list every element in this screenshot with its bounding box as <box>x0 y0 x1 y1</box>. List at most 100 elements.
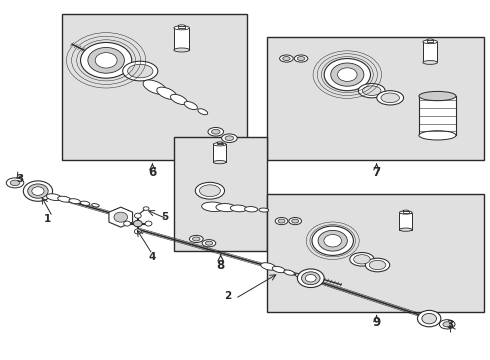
Bar <box>267 194 484 312</box>
Ellipse shape <box>80 42 132 78</box>
Bar <box>174 28 190 50</box>
Text: 4: 4 <box>149 252 156 262</box>
Ellipse shape <box>133 220 142 227</box>
Ellipse shape <box>284 270 294 275</box>
Ellipse shape <box>92 204 99 207</box>
Ellipse shape <box>28 184 48 198</box>
Ellipse shape <box>221 134 237 143</box>
Ellipse shape <box>199 185 220 197</box>
Ellipse shape <box>190 235 203 243</box>
Ellipse shape <box>312 226 353 255</box>
Ellipse shape <box>24 181 52 201</box>
Ellipse shape <box>178 25 185 27</box>
Ellipse shape <box>198 109 208 115</box>
Ellipse shape <box>245 207 258 212</box>
Ellipse shape <box>193 237 200 241</box>
Ellipse shape <box>399 211 412 214</box>
Ellipse shape <box>32 187 44 195</box>
Ellipse shape <box>381 93 399 103</box>
Ellipse shape <box>294 55 308 62</box>
Ellipse shape <box>47 194 62 201</box>
Ellipse shape <box>88 48 124 73</box>
Ellipse shape <box>196 182 224 199</box>
Ellipse shape <box>423 60 438 64</box>
Bar <box>427 40 434 42</box>
Ellipse shape <box>331 63 364 86</box>
Ellipse shape <box>10 180 20 186</box>
Bar <box>403 211 409 212</box>
Ellipse shape <box>69 199 80 204</box>
Ellipse shape <box>184 102 197 109</box>
Ellipse shape <box>377 91 404 105</box>
Ellipse shape <box>216 203 236 212</box>
Ellipse shape <box>419 131 456 140</box>
Ellipse shape <box>202 240 216 247</box>
Ellipse shape <box>272 266 285 273</box>
Ellipse shape <box>280 55 293 62</box>
Polygon shape <box>109 207 133 227</box>
Ellipse shape <box>114 212 127 222</box>
Ellipse shape <box>358 84 385 98</box>
Bar <box>213 144 226 162</box>
Ellipse shape <box>275 217 288 225</box>
Ellipse shape <box>58 196 71 202</box>
Ellipse shape <box>205 241 213 245</box>
Ellipse shape <box>80 201 90 205</box>
Ellipse shape <box>213 161 226 164</box>
Ellipse shape <box>143 207 149 210</box>
Ellipse shape <box>363 86 381 95</box>
Text: 7: 7 <box>372 166 381 179</box>
Ellipse shape <box>307 277 313 280</box>
Ellipse shape <box>443 322 451 327</box>
Bar <box>399 212 412 230</box>
Ellipse shape <box>95 53 117 68</box>
Ellipse shape <box>422 314 437 324</box>
Ellipse shape <box>212 129 220 134</box>
Ellipse shape <box>283 57 290 60</box>
Bar <box>178 26 185 28</box>
Ellipse shape <box>261 263 276 270</box>
Ellipse shape <box>171 94 187 104</box>
Ellipse shape <box>350 252 374 266</box>
Bar <box>267 37 484 160</box>
Ellipse shape <box>297 57 305 60</box>
Ellipse shape <box>354 255 370 264</box>
Ellipse shape <box>423 40 438 44</box>
Text: 8: 8 <box>217 259 225 272</box>
Bar <box>217 143 222 144</box>
Ellipse shape <box>122 61 158 81</box>
Bar <box>174 137 267 251</box>
Ellipse shape <box>289 217 301 225</box>
Text: 6: 6 <box>148 166 156 179</box>
Text: 1: 1 <box>44 214 51 224</box>
Bar <box>423 42 438 63</box>
Ellipse shape <box>295 274 304 278</box>
Ellipse shape <box>213 143 226 146</box>
Ellipse shape <box>157 87 177 99</box>
Ellipse shape <box>225 136 234 140</box>
Ellipse shape <box>217 142 222 143</box>
Ellipse shape <box>417 310 441 327</box>
Ellipse shape <box>369 260 386 270</box>
Ellipse shape <box>324 234 342 247</box>
Ellipse shape <box>324 59 370 91</box>
Ellipse shape <box>301 272 320 285</box>
Ellipse shape <box>230 205 247 212</box>
Ellipse shape <box>259 208 269 212</box>
Ellipse shape <box>127 64 153 78</box>
Ellipse shape <box>305 274 316 282</box>
Ellipse shape <box>202 202 225 212</box>
Ellipse shape <box>6 178 24 188</box>
Ellipse shape <box>278 219 285 223</box>
Ellipse shape <box>208 127 223 136</box>
Bar <box>419 96 456 135</box>
Ellipse shape <box>174 26 190 30</box>
Ellipse shape <box>440 320 455 329</box>
Ellipse shape <box>427 39 434 41</box>
Text: 3: 3 <box>446 320 453 330</box>
Ellipse shape <box>297 269 324 288</box>
Ellipse shape <box>143 80 167 94</box>
Ellipse shape <box>123 221 130 226</box>
Text: 5: 5 <box>161 212 168 222</box>
Ellipse shape <box>292 219 299 223</box>
